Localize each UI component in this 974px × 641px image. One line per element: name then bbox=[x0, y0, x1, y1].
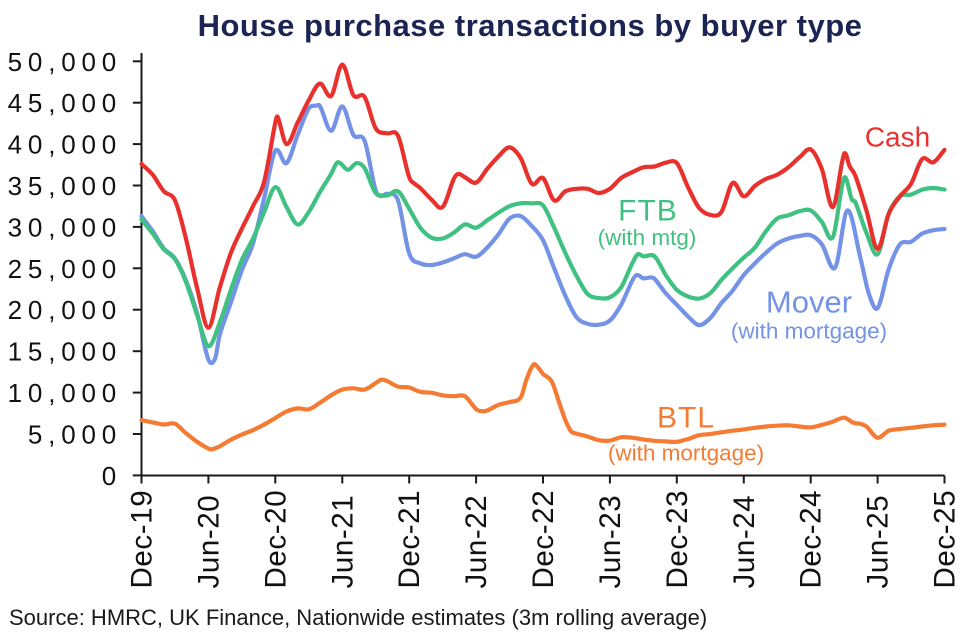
svg-text:(with mtg): (with mtg) bbox=[598, 225, 697, 250]
svg-text:(with mortgage): (with mortgage) bbox=[608, 441, 764, 466]
svg-text:Jun-22: Jun-22 bbox=[460, 495, 493, 589]
svg-text:Jun-20: Jun-20 bbox=[192, 495, 225, 589]
svg-text:Cash: Cash bbox=[865, 122, 930, 153]
svg-text:Jun-23: Jun-23 bbox=[594, 495, 627, 589]
svg-text:15,000: 15,000 bbox=[8, 337, 122, 367]
svg-text:45,000: 45,000 bbox=[8, 88, 122, 118]
svg-text:Dec-21: Dec-21 bbox=[393, 490, 426, 589]
svg-text:Dec-22: Dec-22 bbox=[527, 490, 560, 589]
svg-text:0: 0 bbox=[102, 461, 122, 491]
svg-text:30,000: 30,000 bbox=[8, 212, 122, 242]
svg-text:40,000: 40,000 bbox=[8, 130, 122, 160]
svg-text:House purchase transactions by: House purchase transactions by buyer typ… bbox=[198, 8, 863, 43]
svg-text:BTL: BTL bbox=[657, 402, 715, 435]
svg-text:Dec-25: Dec-25 bbox=[929, 490, 962, 589]
svg-text:FTB: FTB bbox=[618, 195, 678, 228]
svg-text:Dec-23: Dec-23 bbox=[661, 490, 694, 589]
svg-text:35,000: 35,000 bbox=[8, 171, 122, 201]
svg-text:(with mortgage): (with mortgage) bbox=[731, 319, 887, 344]
svg-text:25,000: 25,000 bbox=[8, 254, 122, 284]
svg-text:Dec-19: Dec-19 bbox=[126, 490, 159, 589]
svg-text:Jun-25: Jun-25 bbox=[862, 495, 895, 589]
svg-text:Jun-21: Jun-21 bbox=[326, 495, 359, 589]
svg-text:Jun-24: Jun-24 bbox=[728, 495, 761, 589]
svg-text:20,000: 20,000 bbox=[8, 295, 122, 325]
svg-text:Source: HMRC, UK Finance, Nati: Source: HMRC, UK Finance, Nationwide est… bbox=[9, 605, 707, 630]
svg-text:10,000: 10,000 bbox=[8, 378, 122, 408]
svg-text:Mover: Mover bbox=[766, 285, 852, 320]
svg-text:5,000: 5,000 bbox=[28, 420, 122, 450]
svg-text:Dec-24: Dec-24 bbox=[795, 490, 828, 589]
svg-text:Dec-20: Dec-20 bbox=[259, 490, 292, 589]
svg-text:50,000: 50,000 bbox=[8, 47, 122, 77]
